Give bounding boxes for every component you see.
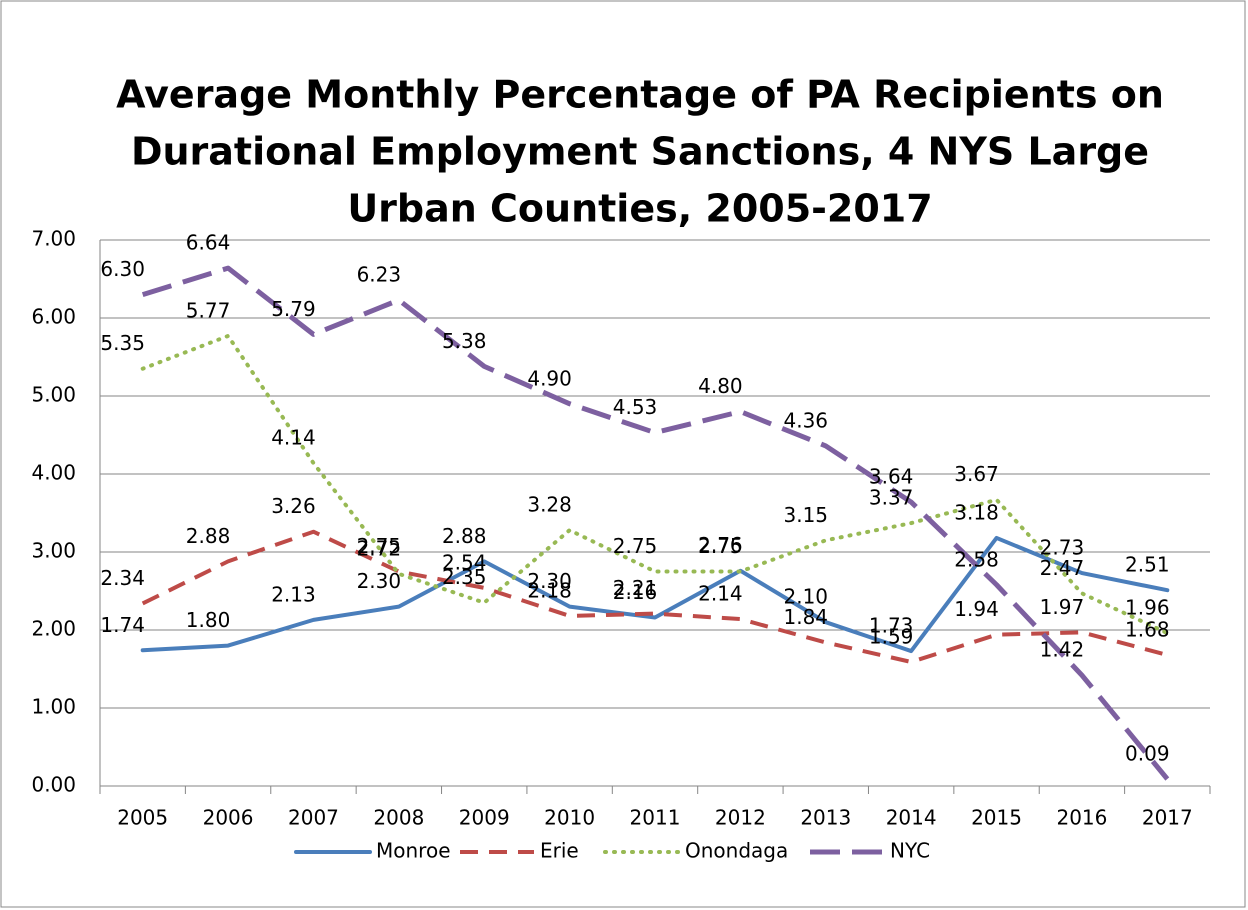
data-label: 5.77 [186, 298, 231, 322]
data-label: 1.59 [869, 624, 914, 648]
data-label: 4.14 [271, 426, 316, 450]
data-label: 1.94 [954, 597, 999, 621]
data-label: 4.80 [698, 374, 743, 398]
data-label: 3.18 [954, 500, 999, 524]
chart-title-line: Urban Counties, 2005-2017 [347, 187, 932, 231]
x-tick-label: 2006 [203, 806, 254, 830]
series-line [141, 529, 1168, 664]
chart-title-line: Average Monthly Percentage of PA Recipie… [116, 73, 1164, 117]
data-label: 2.54 [442, 550, 487, 574]
data-label: 3.15 [784, 503, 829, 527]
data-label: 1.96 [1125, 596, 1170, 620]
y-tick-label: 6.00 [31, 305, 76, 329]
data-label: 4.90 [527, 366, 572, 390]
data-label: 3.64 [869, 465, 914, 489]
data-label: 1.97 [1040, 595, 1085, 619]
data-label: 1.42 [1040, 638, 1085, 662]
data-label: 2.21 [613, 576, 658, 600]
legend-label: Onondaga [685, 839, 788, 863]
data-label: 2.72 [357, 536, 402, 560]
data-label: 2.18 [527, 578, 572, 602]
data-label: 3.26 [271, 494, 316, 518]
x-tick-label: 2009 [459, 806, 510, 830]
data-label: 1.74 [100, 613, 145, 637]
data-label: 4.53 [613, 395, 658, 419]
x-tick-label: 2010 [544, 806, 595, 830]
data-label: 3.28 [527, 493, 572, 517]
data-label: 2.30 [357, 569, 402, 593]
data-label: 2.16 [613, 580, 658, 604]
data-label: 6.23 [357, 263, 402, 287]
y-tick-label: 1.00 [31, 695, 76, 719]
x-tick-label: 2013 [800, 806, 851, 830]
data-label: 6.64 [186, 231, 231, 255]
data-label: 2.30 [527, 569, 572, 593]
data-label: 0.09 [1125, 741, 1170, 765]
data-label: 2.34 [100, 566, 145, 590]
y-tick-label: 3.00 [31, 539, 76, 563]
data-label: 2.10 [784, 585, 829, 609]
y-tick-label: 0.00 [31, 773, 76, 797]
series-line [140, 535, 1170, 654]
data-label: 1.80 [186, 608, 231, 632]
series-line [140, 333, 1170, 636]
data-label: 2.88 [186, 524, 231, 548]
data-label: 2.75 [698, 534, 743, 558]
data-label: 2.58 [954, 547, 999, 571]
data-label: 2.73 [1040, 536, 1085, 560]
data-label: 1.73 [869, 614, 914, 638]
data-label: 3.67 [954, 462, 999, 486]
data-label: 5.35 [100, 331, 145, 355]
x-tick-label: 2016 [1056, 806, 1107, 830]
data-label: 2.88 [442, 524, 487, 548]
y-tick-label: 7.00 [31, 227, 76, 251]
data-label: 1.68 [1125, 617, 1170, 641]
y-tick-label: 4.00 [31, 461, 76, 485]
data-label: 5.38 [442, 329, 487, 353]
x-tick-label: 2011 [630, 806, 681, 830]
x-tick-label: 2017 [1142, 806, 1193, 830]
legend-label: Monroe [376, 839, 451, 863]
y-tick-label: 2.00 [31, 617, 76, 641]
data-label: 6.30 [100, 257, 145, 281]
x-tick-label: 2007 [288, 806, 339, 830]
x-tick-label: 2015 [971, 806, 1022, 830]
data-label: 2.47 [1040, 556, 1085, 580]
series-line [141, 265, 1170, 781]
data-label: 3.37 [869, 486, 914, 510]
x-tick-label: 2008 [373, 806, 424, 830]
data-label: 2.14 [698, 582, 743, 606]
x-tick-label: 2014 [886, 806, 937, 830]
data-label: 2.75 [357, 534, 402, 558]
data-label: 2.75 [613, 534, 658, 558]
data-label: 2.13 [271, 582, 316, 606]
x-tick-label: 2012 [715, 806, 766, 830]
data-label: 2.51 [1125, 553, 1170, 577]
legend-label: NYC [890, 839, 930, 863]
chart-title-line: Durational Employment Sanctions, 4 NYS L… [131, 130, 1149, 174]
data-label: 4.36 [784, 408, 829, 432]
data-label: 1.84 [784, 605, 829, 629]
data-label: 2.35 [442, 565, 487, 589]
x-tick-label: 2005 [117, 806, 168, 830]
chart-title: Average Monthly Percentage of PA Recipie… [116, 73, 1164, 231]
y-tick-label: 5.00 [31, 383, 76, 407]
legend-label: Erie [540, 839, 579, 863]
data-label: 2.76 [698, 533, 743, 557]
data-label: 5.79 [271, 297, 316, 321]
